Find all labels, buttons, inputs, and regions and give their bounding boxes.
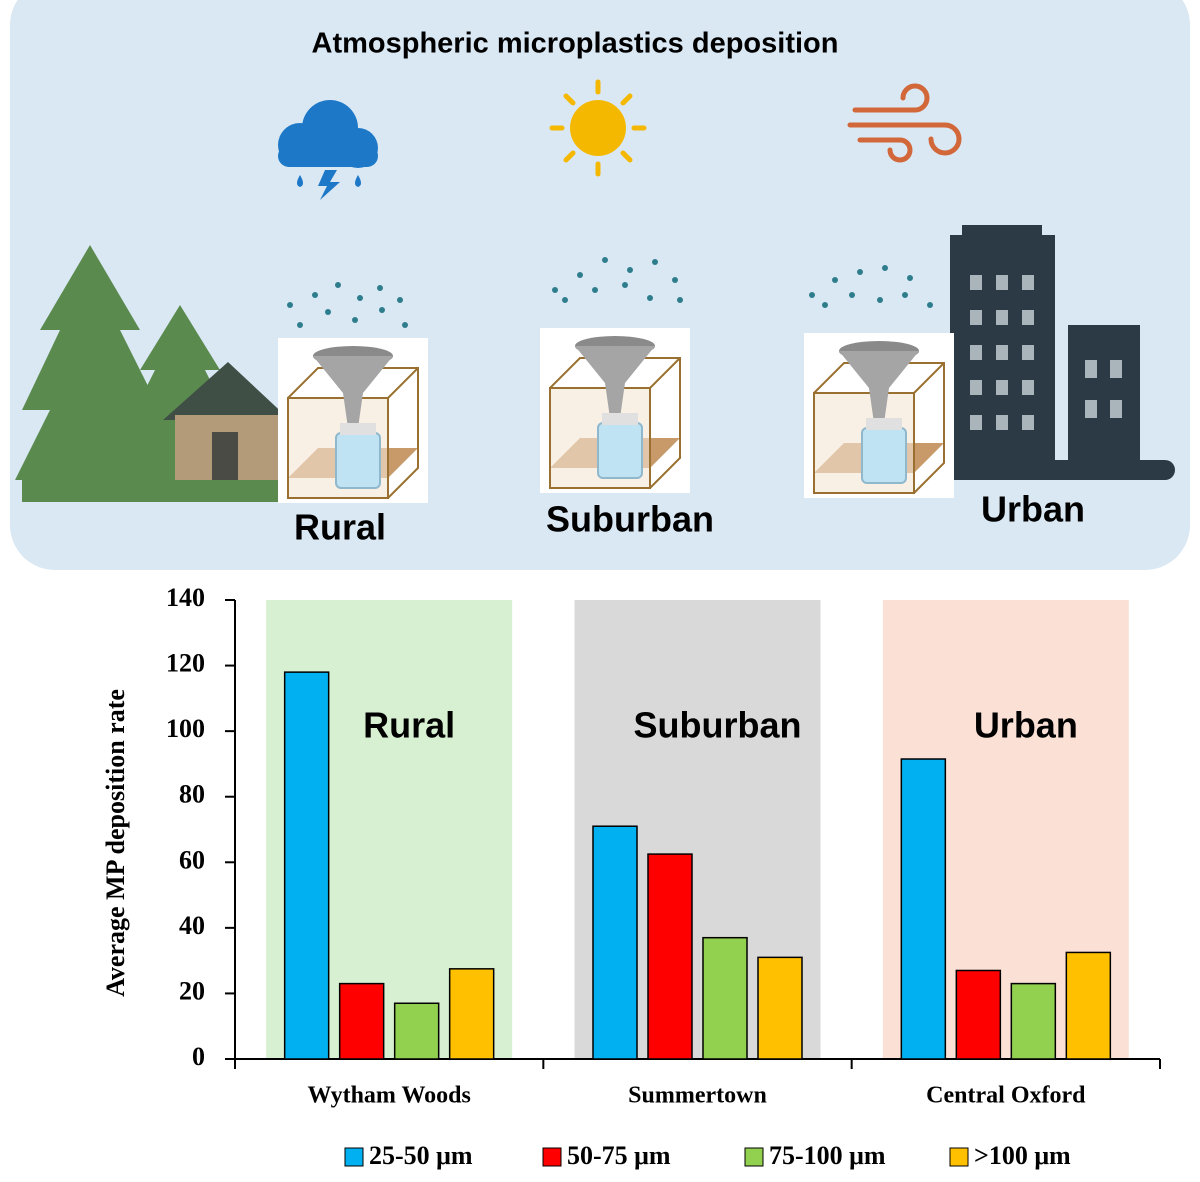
sun-icon: [549, 79, 647, 177]
legend-swatch: [344, 1147, 364, 1167]
collector: [539, 327, 691, 494]
bar: [448, 968, 495, 1060]
panel-label: Urban: [974, 705, 1078, 746]
legend-swatch: [542, 1147, 562, 1167]
legend-swatch: [949, 1147, 969, 1167]
bar: [1065, 951, 1112, 1060]
bar: [592, 825, 638, 1060]
windows: [970, 275, 1122, 430]
bar: [393, 1002, 440, 1060]
bar: [702, 936, 748, 1060]
bar: [283, 671, 330, 1060]
y-tick-label: 40: [179, 911, 205, 940]
y-tick-label: 100: [166, 714, 205, 743]
legend-label: 75-100 μm: [769, 1141, 886, 1170]
y-tick-label: 140: [166, 583, 205, 612]
buildings: [915, 225, 1175, 480]
house: [163, 362, 290, 483]
y-tick-label: 0: [192, 1042, 205, 1071]
ground: [22, 480, 292, 502]
site-label: Rural: [294, 507, 386, 548]
x-tick-label: Summertown: [628, 1083, 767, 1109]
legend-swatch: [744, 1147, 764, 1167]
bar: [647, 853, 693, 1060]
wind-icon: [847, 83, 962, 163]
collector: [803, 332, 955, 499]
legend-label: 50-75 μm: [567, 1141, 671, 1170]
storm-icon: [278, 100, 378, 200]
y-axis-title: Average MP deposition rate: [101, 689, 130, 997]
legend-label: 25-50 μm: [369, 1141, 473, 1170]
bar: [1010, 982, 1057, 1060]
x-tick-label: Central Oxford: [926, 1083, 1086, 1109]
particles: [287, 257, 933, 328]
bar: [757, 956, 803, 1060]
y-tick-label: 20: [179, 976, 205, 1005]
site-label: Suburban: [546, 499, 714, 540]
legend-label: >100 μm: [974, 1141, 1071, 1170]
y-tick-label: 60: [179, 845, 205, 874]
panel-label: Suburban: [634, 705, 802, 746]
illustration-title: Atmospheric microplastics deposition: [312, 28, 839, 60]
x-tick-label: Wytham Woods: [307, 1083, 470, 1109]
panel-label: Rural: [363, 705, 455, 746]
bar: [955, 969, 1002, 1060]
bar: [900, 758, 947, 1060]
y-tick-label: 120: [166, 649, 205, 678]
bar: [338, 982, 385, 1060]
collector: [277, 337, 429, 504]
y-tick-label: 80: [179, 780, 205, 809]
site-label: Urban: [981, 489, 1085, 530]
